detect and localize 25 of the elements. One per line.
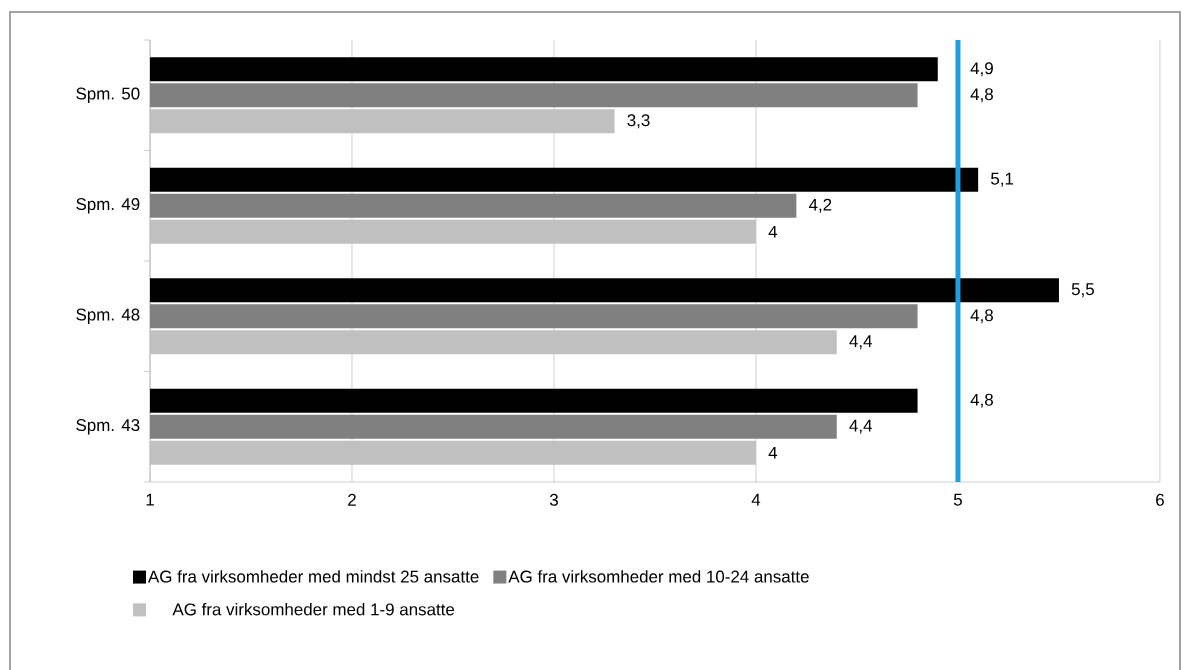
data-label: 4,8: [970, 88, 993, 103]
y-tick-label: Spm. 50: [76, 87, 140, 103]
x-tick-label: 3: [549, 493, 558, 506]
y-tick-label: Spm. 49: [76, 198, 140, 214]
x-tick-label: 6: [1156, 493, 1164, 506]
x-tick-label: 2: [348, 493, 356, 506]
y-tick-label: Spm. 43: [76, 419, 140, 435]
data-label: 5,5: [1071, 283, 1094, 298]
data-label: 4,2: [808, 198, 832, 213]
legend-label: AG fra virksomheder med mindst 25 ansatte: [148, 570, 479, 583]
data-label: 4,9: [970, 62, 993, 77]
x-tick-label: 5: [953, 493, 962, 506]
legend-label: AG fra virksomheder med 1-9 ansatte: [172, 602, 455, 616]
data-label: 4: [768, 446, 778, 459]
data-label: 4,8: [970, 393, 993, 408]
data-label: 4,8: [970, 309, 993, 324]
data-label: 4: [768, 225, 778, 238]
x-tick-label: 1: [146, 493, 154, 506]
data-label: 4,4: [849, 335, 873, 350]
y-tick-label: Spm. 48: [76, 308, 140, 324]
data-label: 3,3: [627, 114, 650, 129]
data-label: 4,4: [849, 419, 873, 434]
data-label: 5,1: [991, 172, 1014, 187]
x-tick-label: 4: [751, 493, 761, 506]
legend-label: AG fra virksomheder med 10-24 ansatte: [508, 570, 809, 583]
